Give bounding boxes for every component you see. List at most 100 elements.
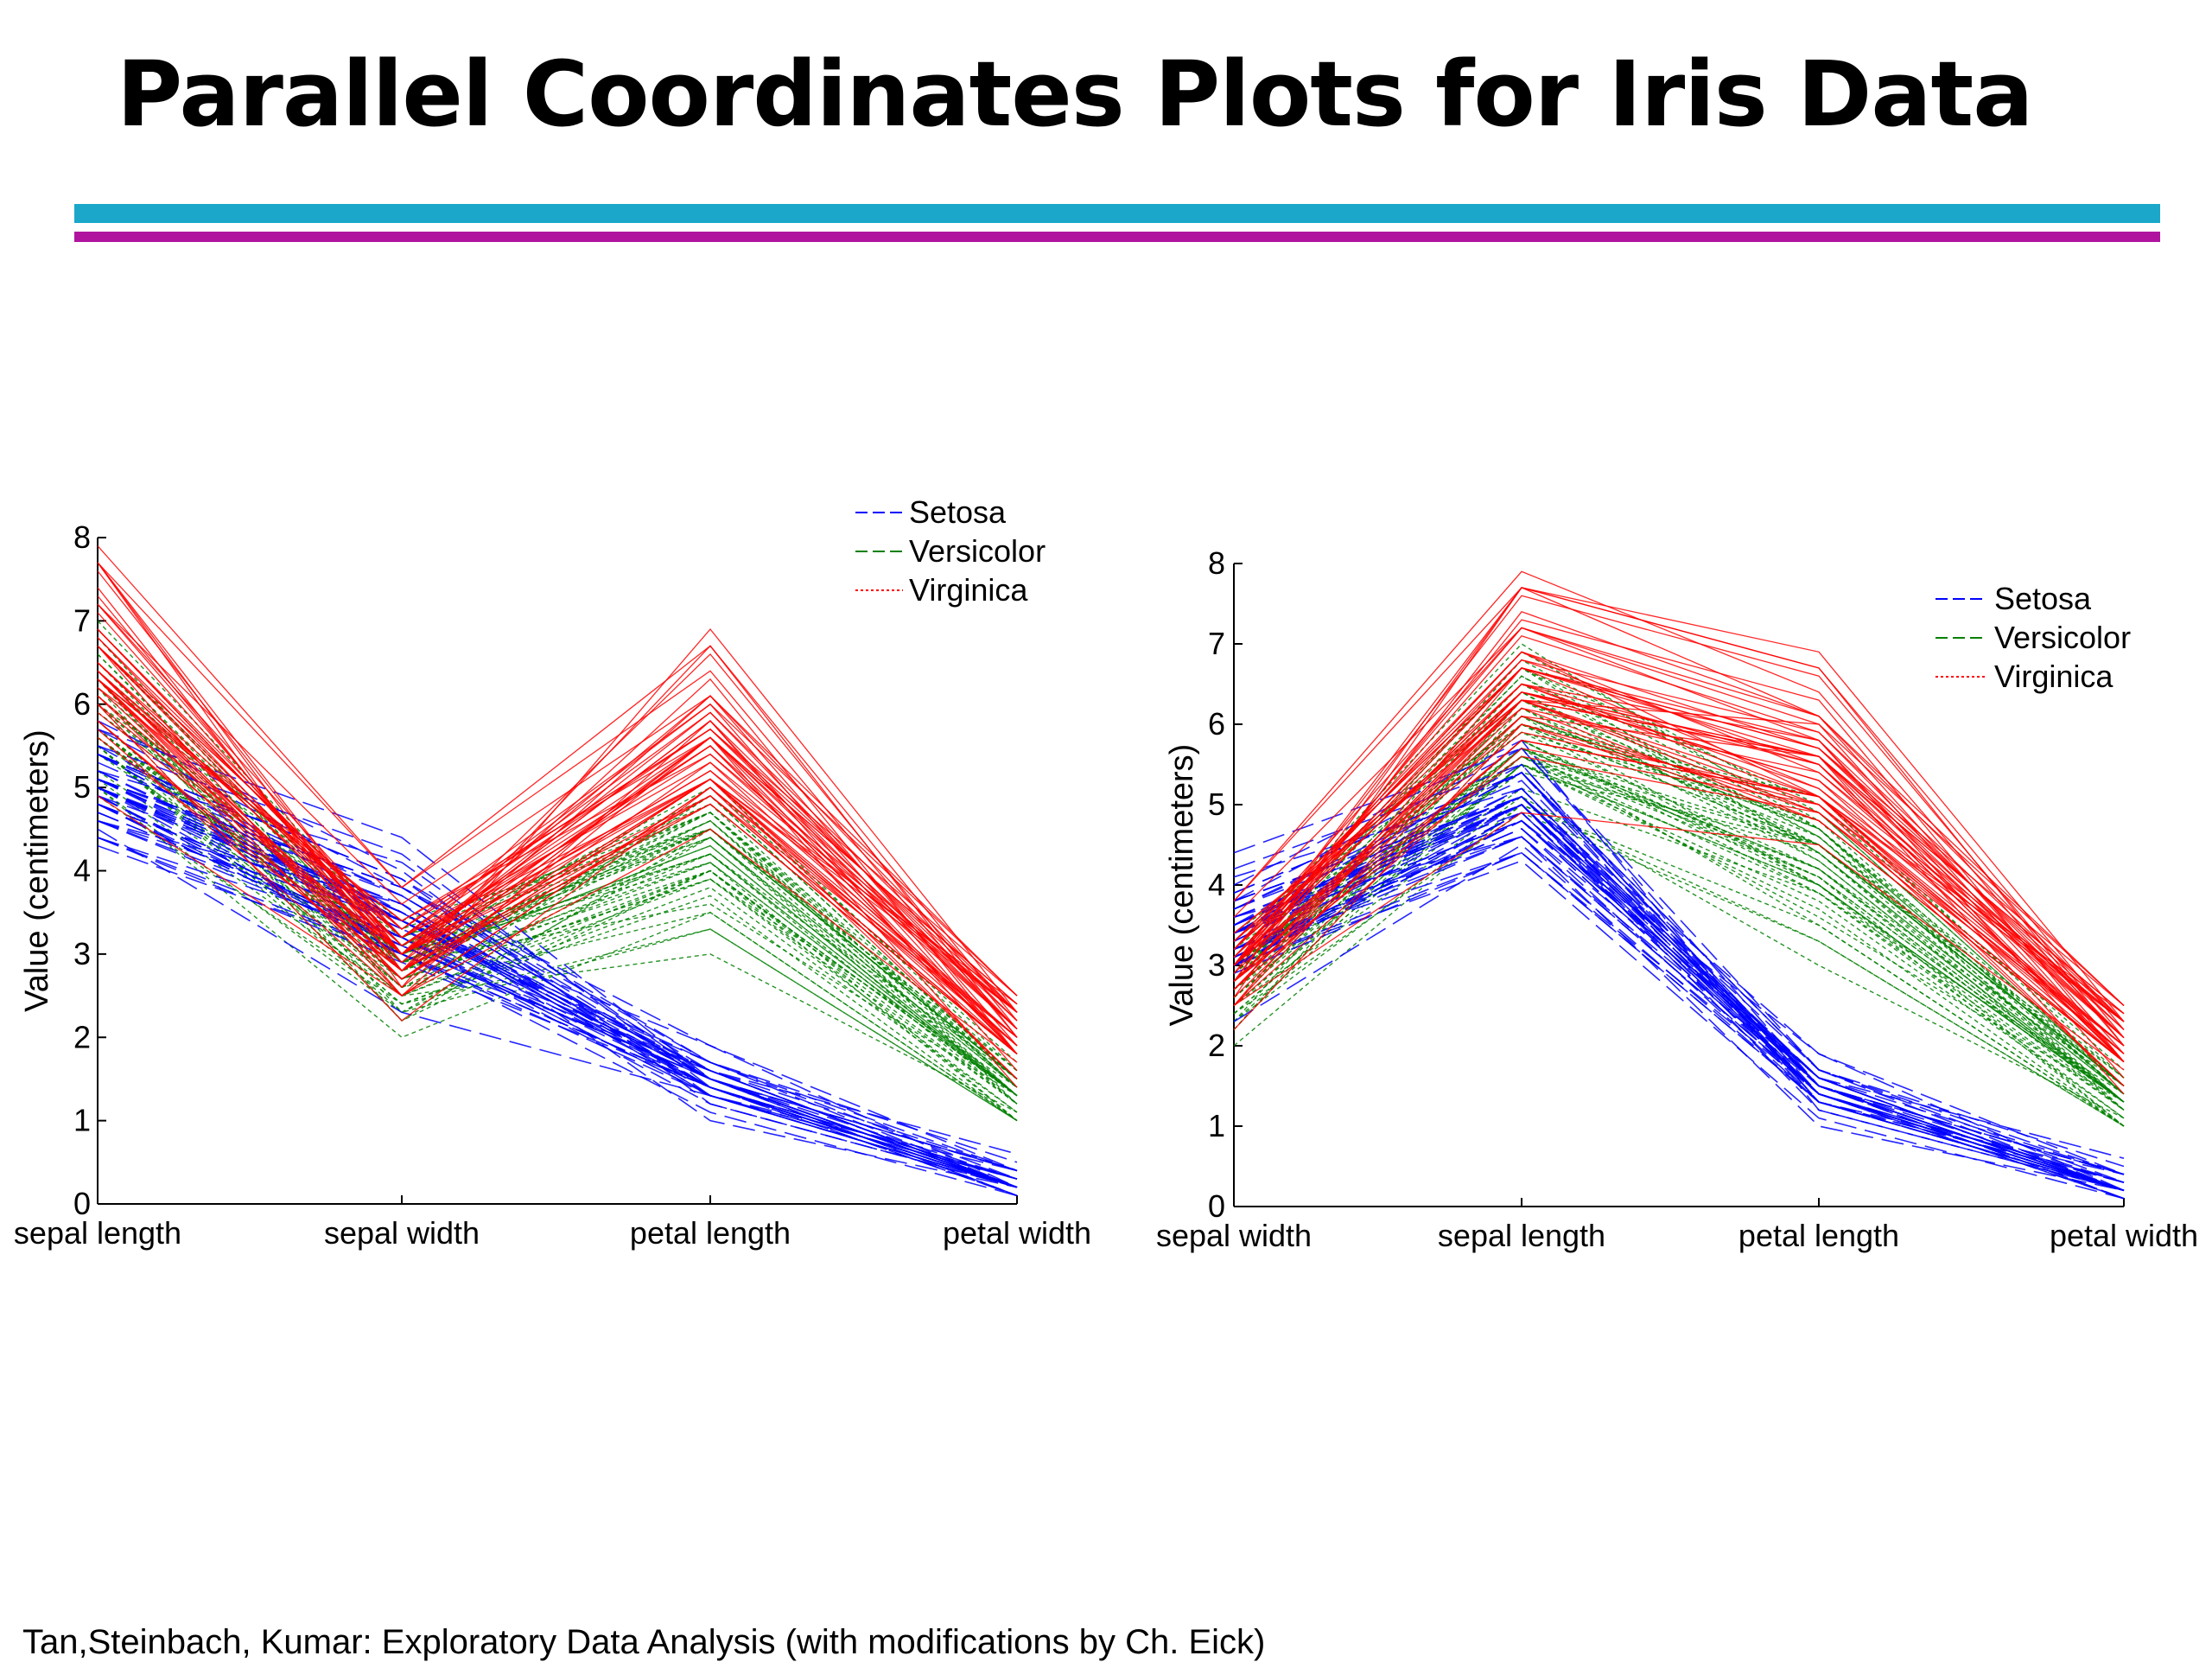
series-line-versicolor bbox=[1233, 748, 2125, 1103]
legend-label-versicolor: Versicolor bbox=[1994, 620, 2131, 655]
series-line-virginica bbox=[97, 562, 1018, 1038]
series-line-setosa bbox=[1233, 836, 2125, 1192]
series-line-virginica bbox=[1233, 587, 2125, 1022]
axis-category-label: petal length bbox=[630, 1215, 791, 1251]
series-line-versicolor bbox=[1233, 723, 2125, 1127]
series-line-setosa bbox=[97, 770, 1018, 1188]
series-line-setosa bbox=[1233, 795, 2125, 1192]
series-line-versicolor bbox=[1233, 804, 2125, 1127]
series-line-versicolor bbox=[97, 745, 1018, 1113]
series-line-virginica bbox=[1233, 667, 2125, 1022]
axis-category-label: sepal length bbox=[1438, 1218, 1605, 1253]
series-line-setosa bbox=[97, 795, 1018, 1188]
series-line-setosa bbox=[97, 770, 1018, 1188]
series-line-virginica bbox=[97, 645, 1018, 997]
slide-footer: Tan,Steinbach, Kumar: Exploratory Data A… bbox=[22, 1623, 1266, 1661]
series-line-versicolor bbox=[97, 736, 1018, 1097]
y-tick-label: 3 bbox=[1208, 947, 1225, 983]
y-tick-label: 0 bbox=[1208, 1188, 1225, 1224]
series-line-virginica bbox=[1233, 739, 2125, 1054]
series-line-versicolor bbox=[97, 745, 1018, 1097]
y-tick-label: 0 bbox=[73, 1186, 91, 1221]
series-line-virginica bbox=[97, 662, 1018, 1038]
series-line-setosa bbox=[97, 837, 1018, 1188]
axis-category-label: sepal length bbox=[14, 1215, 181, 1251]
legend-label-setosa: Setosa bbox=[909, 494, 1007, 530]
series-line-versicolor bbox=[97, 745, 1018, 1122]
y-tick-label: 5 bbox=[73, 769, 91, 805]
title-rule-cyan bbox=[74, 204, 2160, 223]
slide-title: Parallel Coordinates Plots for Iris Data bbox=[117, 41, 2033, 147]
title-rule-magenta bbox=[74, 232, 2160, 242]
legend-label-virginica: Virginica bbox=[1994, 659, 2113, 694]
series-line-versicolor bbox=[97, 729, 1018, 1097]
series-line-virginica bbox=[97, 570, 1018, 1030]
series-line-setosa bbox=[1233, 804, 2125, 1183]
series-line-virginica bbox=[97, 645, 1018, 1005]
series-line-virginica bbox=[97, 595, 1018, 1054]
axis-category-label: petal width bbox=[943, 1215, 1091, 1251]
series-line-virginica bbox=[97, 603, 1018, 997]
y-tick-label: 7 bbox=[73, 602, 91, 638]
series-line-virginica bbox=[97, 704, 1018, 1055]
series-line-virginica bbox=[97, 686, 1018, 1013]
series-line-virginica bbox=[1233, 723, 2125, 1063]
series-line-versicolor bbox=[97, 736, 1018, 1113]
series-line-versicolor bbox=[97, 704, 1018, 1072]
series-line-setosa bbox=[1233, 860, 2125, 1200]
y-tick-label: 3 bbox=[73, 936, 91, 971]
series-line-setosa bbox=[1233, 795, 2125, 1175]
series-line-virginica bbox=[1233, 812, 2125, 1071]
series-line-virginica bbox=[1233, 627, 2125, 1006]
axis-category-label: sepal width bbox=[324, 1215, 480, 1251]
series-line-versicolor bbox=[1233, 739, 2125, 1111]
series-line-virginica bbox=[1233, 667, 2125, 1015]
y-tick-label: 2 bbox=[73, 1019, 91, 1054]
y-tick-label: 2 bbox=[1208, 1028, 1225, 1063]
y-tick-label: 5 bbox=[1208, 786, 1225, 822]
series-line-setosa bbox=[1233, 851, 2125, 1192]
series-line-versicolor bbox=[97, 720, 1018, 1105]
series-line-virginica bbox=[97, 670, 1018, 1013]
series-line-versicolor bbox=[1233, 763, 2125, 1103]
series-line-virginica bbox=[1233, 731, 2125, 1063]
y-tick-label: 1 bbox=[73, 1103, 91, 1138]
series-line-versicolor bbox=[1233, 748, 2125, 1103]
series-line-virginica bbox=[1233, 683, 2125, 1047]
series-line-virginica bbox=[1233, 587, 2125, 1022]
series-line-versicolor bbox=[1233, 748, 2125, 1103]
y-tick-label: 1 bbox=[1208, 1108, 1225, 1143]
series-line-virginica bbox=[97, 795, 1018, 1063]
series-line-versicolor bbox=[1233, 755, 2125, 1119]
series-line-versicolor bbox=[1233, 739, 2125, 1111]
y-axis-label: Value (centimeters) bbox=[1164, 744, 1200, 1027]
series-line-virginica bbox=[97, 670, 1018, 1022]
legend-label-versicolor: Versicolor bbox=[909, 533, 1046, 569]
series-line-virginica bbox=[97, 562, 1018, 1022]
y-tick-label: 7 bbox=[1208, 626, 1225, 661]
parallel-coordinates-chart-2: 0 1 2 3 4 5 6 7 8 Value (centimeters) sepal width s… bbox=[1156, 545, 2198, 1253]
series-line-virginica bbox=[97, 637, 1018, 1013]
axis-category-label: petal length bbox=[1738, 1218, 1899, 1253]
legend-label-setosa: Setosa bbox=[1994, 581, 2092, 616]
y-axis-label: Value (centimeters) bbox=[19, 729, 55, 1012]
y-tick-label: 8 bbox=[73, 519, 91, 555]
y-tick-label: 6 bbox=[1208, 706, 1225, 742]
axis-category-label: petal width bbox=[2050, 1218, 2198, 1253]
series-line-setosa bbox=[97, 828, 1018, 1180]
series-line-virginica bbox=[97, 704, 1018, 1079]
y-tick-label: 4 bbox=[73, 853, 91, 888]
axis-category-label: sepal width bbox=[1156, 1218, 1312, 1253]
y-tick-label: 6 bbox=[73, 686, 91, 722]
series-line-setosa bbox=[97, 795, 1018, 1197]
series-line-virginica bbox=[1233, 667, 2125, 1006]
series-line-virginica bbox=[1233, 707, 2125, 1022]
series-line-setosa bbox=[1233, 804, 2125, 1192]
legend-label-virginica: Virginica bbox=[909, 572, 1028, 608]
y-tick-label: 4 bbox=[1208, 867, 1225, 902]
series-line-setosa bbox=[97, 786, 1018, 1188]
series-line-virginica bbox=[97, 720, 1018, 1047]
series-line-virginica bbox=[97, 711, 1018, 1054]
parallel-coordinates-chart-1: 0 1 2 3 4 5 6 7 8 Value (centimeters) sepal length… bbox=[14, 494, 1091, 1251]
series-line-virginica bbox=[1233, 587, 2125, 1047]
